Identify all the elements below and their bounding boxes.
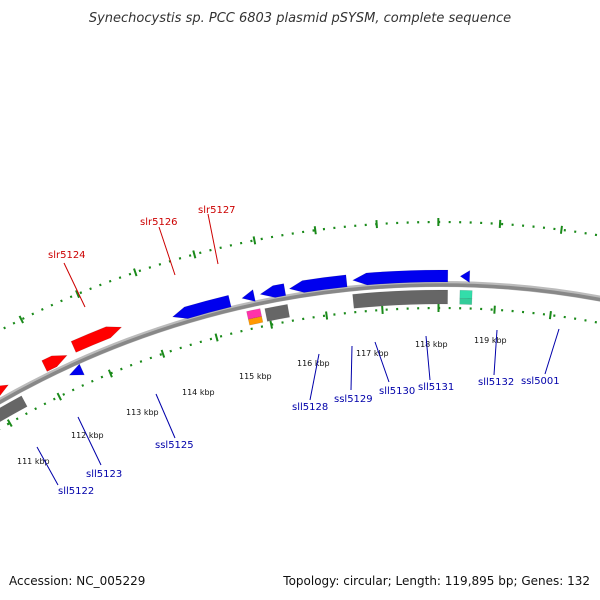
- gene-feature: [352, 289, 448, 309]
- gene-feature: [241, 289, 256, 302]
- major-tick: [160, 349, 166, 358]
- gene-label: sll5128: [292, 402, 328, 413]
- gene-label: ssl5129: [334, 394, 373, 405]
- tick-label: 116 kbp: [297, 359, 330, 368]
- leader-line: [425, 335, 431, 381]
- gene-label: slr5124: [48, 250, 86, 261]
- accession-text: Accession: NC_005229: [9, 574, 145, 588]
- tick-label: 115 kbp: [239, 372, 272, 381]
- major-tick: [381, 305, 384, 314]
- gene-feature: [288, 274, 348, 293]
- tick-label: 118 kbp: [415, 340, 448, 349]
- gene-feature: [459, 289, 473, 299]
- gene-label: sll5130: [379, 386, 415, 397]
- major-tick: [498, 219, 502, 228]
- major-tick: [107, 369, 113, 378]
- outer-major-ticks: [18, 217, 563, 324]
- gene-feature: [259, 283, 287, 298]
- major-tick: [269, 320, 274, 329]
- gene-label: slr5127: [198, 205, 236, 216]
- leader-line: [350, 345, 353, 391]
- tick-label: 117 kbp: [356, 349, 389, 358]
- major-tick: [252, 236, 257, 245]
- major-tick: [313, 226, 317, 235]
- gene-label: slr5126: [140, 217, 178, 228]
- gene-features: [0, 269, 473, 423]
- leader-line: [158, 226, 176, 276]
- gene-feature: [41, 354, 68, 372]
- gene-label: ssl5001: [521, 376, 560, 387]
- map-title: Synechocystis sp. PCC 6803 plasmid pSYSM…: [89, 11, 511, 26]
- major-tick: [493, 305, 496, 314]
- major-tick: [214, 333, 219, 342]
- major-tick: [548, 311, 552, 320]
- major-tick: [325, 311, 329, 320]
- backbone-ring: [0, 283, 600, 405]
- gene-feature: [459, 297, 473, 305]
- gene-feature: [0, 384, 10, 397]
- leader-line: [155, 393, 176, 439]
- gene-label: ssl5125: [155, 440, 194, 451]
- leader-line: [207, 213, 219, 265]
- gene-feature: [264, 304, 290, 322]
- leader-line: [36, 446, 59, 486]
- gene-label: sll5123: [86, 469, 122, 480]
- leader-line: [544, 328, 560, 375]
- major-tick: [375, 220, 378, 229]
- leader-line: [309, 353, 320, 401]
- gene-feature: [68, 363, 85, 376]
- gene-label: sll5122: [58, 486, 94, 497]
- tick-label: 119 kbp: [474, 336, 507, 345]
- gene-feature: [247, 316, 264, 326]
- leader-line: [77, 416, 102, 466]
- major-tick: [559, 225, 563, 234]
- major-tick: [75, 289, 80, 299]
- gene-feature: [459, 269, 471, 284]
- gene-label: sll5132: [478, 377, 514, 388]
- leader-line: [374, 341, 390, 383]
- inner-major-ticks: [6, 303, 552, 428]
- gene-feature: [352, 269, 449, 286]
- tick-label: 113 kbp: [126, 408, 159, 417]
- gene-label: sll5131: [418, 382, 454, 393]
- gene-feature: [70, 326, 123, 353]
- major-tick: [18, 315, 24, 324]
- leader-line: [63, 262, 86, 308]
- gene-feature: [0, 395, 28, 423]
- gene-feature: [171, 294, 232, 319]
- leader-line: [493, 329, 498, 376]
- gene-labels: slr5124 slr5126 slr5127 sll5122 sll5123 …: [48, 205, 560, 497]
- label-leader-lines: [36, 213, 560, 486]
- major-tick: [56, 392, 62, 401]
- major-tick: [133, 268, 138, 277]
- major-tick: [6, 419, 13, 428]
- major-tick: [192, 250, 197, 259]
- tick-label: 111 kbp: [17, 457, 50, 466]
- topology-text: Topology: circular; Length: 119,895 bp; …: [282, 574, 590, 588]
- map-region: 111 kbp 112 kbp 113 kbp 114 kbp 115 kbp …: [0, 205, 600, 497]
- tick-label: 114 kbp: [182, 388, 215, 397]
